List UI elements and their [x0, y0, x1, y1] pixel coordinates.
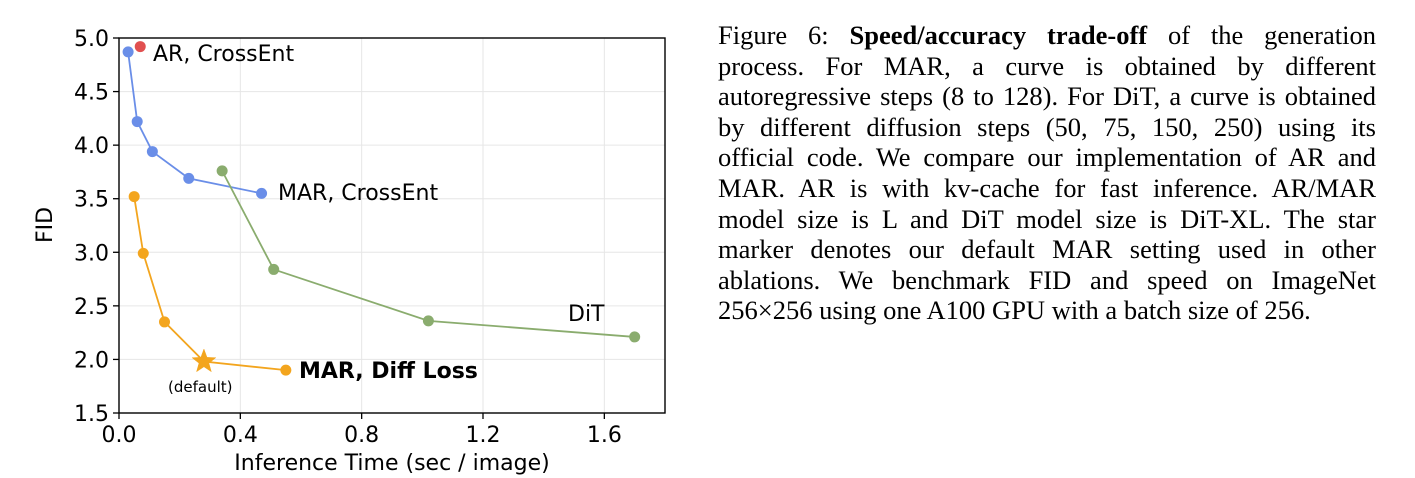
y-tick-label: 3.5 [74, 188, 109, 213]
y-tick-label: 2.0 [74, 348, 109, 373]
point-dit [216, 165, 228, 177]
plot-frame [118, 37, 666, 414]
chart-ticks: 0.0 0.4 0.8 1.2 1.6 1.5 2.0 2.5 3.0 3.5 4.0 4.5 5.0 [74, 27, 622, 448]
legend-label-mar-diffloss: MAR, Diff Loss [299, 359, 478, 384]
caption-title: Speed/accuracy trade-off [849, 20, 1148, 50]
point-mar-diff-loss [128, 191, 140, 203]
speed-accuracy-chart: 0.0 0.4 0.8 1.2 1.61.52.02.53.03.54.04.55.0 … [33, 27, 666, 476]
series-line-dit [221, 170, 635, 338]
default-star-marker [191, 348, 217, 373]
legend-label-ar-crossent: AR, CrossEnt [153, 42, 294, 67]
series-line-mar-diff-loss [133, 196, 286, 372]
legend-label-mar-crossent: MAR, CrossEnt [278, 181, 438, 206]
point-mar-diff-loss [137, 247, 149, 259]
point-mar-diff-loss [159, 316, 170, 328]
point-dit [629, 331, 641, 343]
x-tick-label: 1.6 [587, 423, 622, 448]
chart-series [122, 41, 641, 376]
point-mar-crossent [122, 46, 134, 58]
point-mar-crossent [146, 146, 158, 158]
point-dit [268, 263, 280, 275]
point-ar-crossent [134, 41, 146, 53]
default-annotation: (default) [168, 378, 232, 396]
x-tick-label: 0.0 [102, 423, 137, 448]
caption-text: of the generation process. For MAR, a cu… [718, 20, 1376, 326]
point-mar-crossent [131, 116, 143, 128]
figure-caption: Figure 6: Speed/accuracy trade-off of th… [718, 20, 1376, 326]
legend-label-dit: DiT [568, 302, 605, 327]
x-tick-label: 0.8 [344, 423, 379, 448]
caption-label: Figure 6: [718, 20, 829, 50]
y-tick-label: 1.5 [74, 402, 109, 427]
x-axis-title: Inference Time (sec / image) [234, 451, 549, 476]
x-tick-label: 1.2 [466, 423, 501, 448]
y-tick-label: 4.0 [74, 134, 109, 159]
point-mar-diff-loss [280, 364, 292, 376]
y-axis-title: FID [33, 207, 58, 243]
point-mar-crossent [183, 172, 195, 184]
y-tick-label: 5.0 [74, 27, 109, 52]
y-tick-label: 3.0 [74, 241, 109, 266]
point-dit [422, 315, 434, 327]
y-tick-label: 4.5 [74, 81, 109, 106]
point-mar-crossent [256, 187, 268, 199]
y-tick-label: 2.5 [74, 295, 109, 320]
x-tick-label: 0.4 [223, 423, 258, 448]
series-line-mar-crossent [127, 51, 262, 195]
